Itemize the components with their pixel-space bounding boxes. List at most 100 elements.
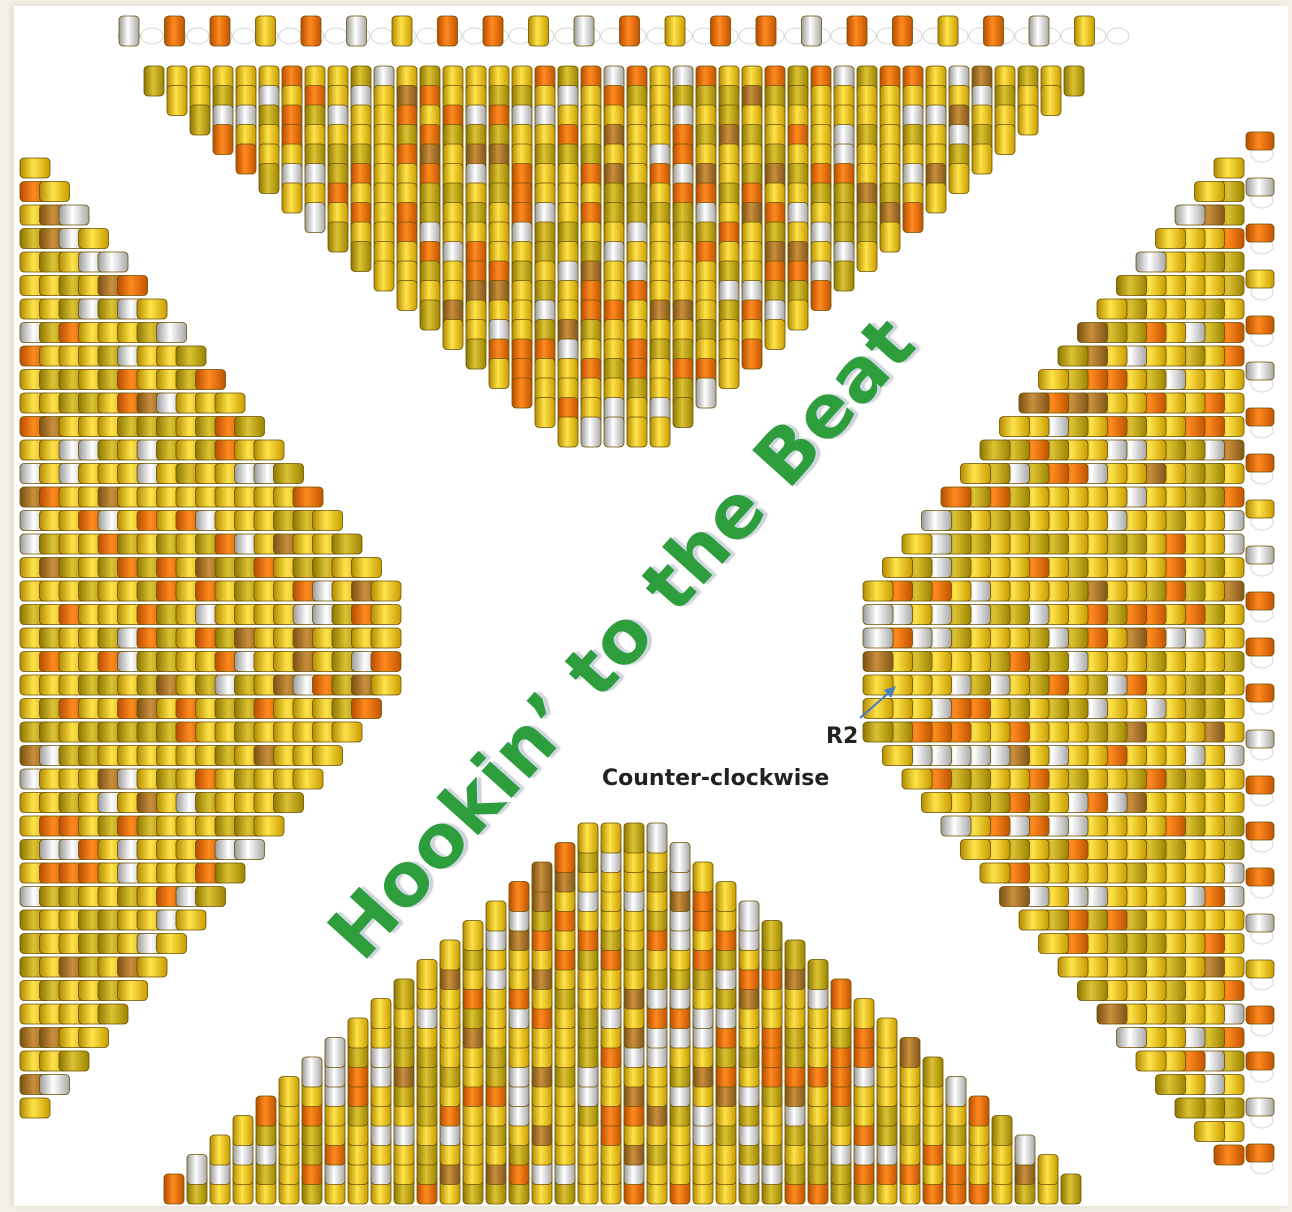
bead	[807, 959, 829, 990]
bead	[195, 369, 226, 390]
bead	[346, 15, 367, 47]
bead	[971, 143, 993, 175]
bead	[1245, 867, 1275, 887]
bead	[669, 842, 691, 873]
bead	[649, 416, 671, 448]
bead	[1245, 683, 1275, 703]
bead	[175, 345, 207, 367]
bead	[117, 980, 148, 1001]
bead	[557, 416, 579, 448]
bead	[901, 533, 933, 555]
bead	[921, 792, 952, 813]
bead	[312, 745, 343, 766]
bead	[1245, 177, 1275, 197]
bead	[331, 533, 363, 555]
bead	[830, 978, 852, 1010]
bead	[554, 842, 576, 873]
bead	[19, 1097, 51, 1119]
bead	[234, 416, 265, 437]
bead	[324, 1037, 346, 1068]
bead	[1245, 223, 1275, 243]
bead	[1245, 913, 1275, 933]
bead	[1057, 345, 1089, 367]
bead	[117, 275, 148, 296]
bead	[1135, 251, 1167, 273]
bead	[960, 463, 991, 484]
bead	[738, 900, 760, 932]
bead	[209, 15, 231, 47]
bead	[534, 397, 556, 428]
bead-pattern	[19, 15, 1275, 1205]
bead	[1063, 65, 1085, 97]
bead	[136, 956, 168, 978]
bead	[508, 881, 530, 912]
bead	[1245, 959, 1275, 979]
bead	[1057, 956, 1089, 978]
bead	[488, 358, 510, 389]
bead	[189, 104, 211, 136]
empty-bead-outline	[232, 27, 256, 45]
bead	[39, 1074, 70, 1095]
bead	[370, 580, 402, 602]
bead	[879, 221, 901, 253]
bead	[350, 241, 372, 272]
bead	[580, 416, 602, 448]
bead	[968, 1095, 990, 1127]
bead	[991, 1115, 1013, 1146]
bead	[695, 377, 717, 409]
bead	[626, 416, 648, 448]
bead	[273, 463, 304, 484]
bead	[862, 580, 894, 602]
bead	[39, 181, 70, 202]
bead	[78, 228, 109, 249]
bead	[1213, 157, 1245, 179]
bead	[1245, 591, 1275, 611]
bead	[892, 15, 913, 47]
bead	[882, 745, 913, 766]
bead	[856, 241, 878, 272]
bead	[1096, 298, 1128, 320]
bead	[235, 143, 257, 175]
bead	[853, 998, 875, 1029]
empty-bead-outline	[140, 27, 164, 45]
bead	[1245, 729, 1275, 749]
bead	[327, 221, 349, 253]
bead	[370, 674, 402, 696]
bead	[439, 939, 461, 971]
bead	[899, 1037, 921, 1068]
bead	[1096, 1003, 1128, 1025]
bead	[1077, 322, 1108, 343]
bead	[58, 1050, 90, 1072]
bead	[156, 933, 187, 954]
bead	[273, 792, 304, 813]
pattern-canvas: Hookin’ to the Beat R2 Counter-clockwise	[14, 6, 1288, 1206]
bead	[1018, 909, 1050, 931]
bead	[166, 85, 188, 116]
bead	[391, 15, 413, 47]
bead	[175, 909, 207, 931]
bead	[442, 319, 464, 350]
bead	[370, 998, 392, 1029]
bead	[1017, 104, 1039, 136]
bead	[156, 322, 187, 343]
bead	[1245, 1097, 1275, 1117]
bead	[351, 557, 382, 578]
bead	[1245, 637, 1275, 657]
bead	[304, 202, 326, 233]
bead	[465, 338, 487, 370]
bead	[862, 604, 894, 625]
bead	[164, 15, 185, 47]
bead	[1245, 361, 1275, 381]
bead	[761, 920, 783, 951]
bead	[862, 627, 894, 649]
bead	[600, 822, 622, 854]
bead	[940, 486, 972, 508]
arrow-head-icon	[884, 686, 896, 698]
bead	[901, 768, 933, 790]
bead	[300, 15, 322, 47]
bead	[1245, 499, 1275, 519]
empty-bead-outline	[462, 27, 486, 45]
bead	[983, 15, 1004, 47]
bead	[833, 260, 855, 292]
bead	[715, 881, 737, 912]
